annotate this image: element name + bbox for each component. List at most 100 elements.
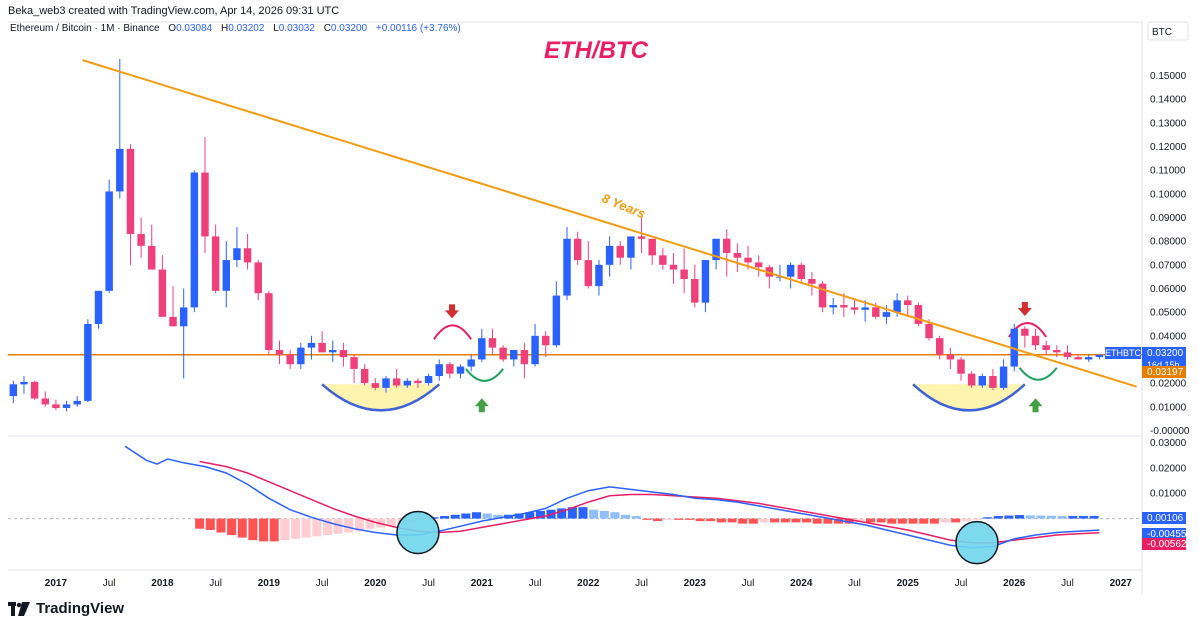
histogram-bar [802,518,812,523]
descending-trendline [82,59,1137,388]
histogram-bar [599,510,609,519]
histogram-bar [748,518,758,524]
candle-body [1021,328,1029,336]
candle-up [297,342,305,369]
candle-body [935,338,944,355]
macd-value-badges: 0.00106 -0.00455 -0.00562 [1142,512,1187,550]
price-tick-label: 0.11000 [1150,166,1186,177]
candle-body [541,335,550,346]
high-label: H [221,23,228,34]
candle-body [563,238,571,296]
candle-body [94,290,103,324]
tradingview-wordmark: TradingView [36,600,125,617]
close-label: C [324,23,331,34]
histogram-bar [557,508,567,519]
candle-body [126,148,135,235]
candle-body [222,260,231,291]
candle-body [52,404,60,408]
candle-down [659,248,667,270]
histogram-bar [663,518,673,520]
change-value: +0.00116 (+3.76%) [376,23,461,34]
chart-canvas[interactable]: Ethereum / Bitcoin · 1M · Binance O0.030… [0,0,1199,600]
signal-line [199,460,1100,544]
candle-down [754,255,763,277]
candle-body [914,305,923,324]
candle-down [765,264,774,289]
candle-up [605,236,614,277]
candle-body [616,245,624,258]
histogram-bar [652,518,663,522]
candle-body [158,269,167,317]
candle-up [510,349,518,367]
candle-body [371,383,380,388]
time-tick-label: 2019 [258,578,281,589]
macd-axis: 0.03000 0.02000 0.01000 [1150,438,1187,500]
candle-down [126,144,135,265]
histogram-bar [791,518,801,523]
histogram-bar [1036,515,1046,519]
candle-down [1053,345,1061,358]
macd-tick-label: 0.02000 [1150,463,1187,474]
candle-down [392,368,401,388]
histogram-bar [919,518,929,524]
candle-body [808,279,816,284]
currency-box[interactable] [1147,21,1189,41]
candle-up [73,396,81,407]
candle-body [967,373,976,386]
candle-body [73,400,81,405]
candle-down [573,231,582,265]
candle-body [691,279,699,303]
candle-up [478,328,486,362]
histogram-bar [1089,515,1099,519]
macd-tick-label: 0.01000 [1150,489,1187,500]
histogram-bar [780,518,790,523]
histogram-bar [929,518,939,524]
candle-up [627,236,635,270]
candle-body [829,305,837,308]
resistance-cap-arc [433,324,473,340]
candle-down [1031,328,1040,350]
candle-body [41,398,49,405]
candle-body [733,252,742,258]
histogram-bar [684,518,694,520]
candle-up [233,226,241,268]
last-price-badge: ETHBTC 0.03200 16d 15h 0.03197 [1105,347,1186,378]
histogram-bar [951,518,961,523]
histogram-bar [344,518,354,533]
candle-up [563,226,571,301]
candle-body [1095,354,1104,358]
level-value: 0.03197 [1147,367,1184,378]
candle-body [882,312,891,317]
histogram-bar [834,518,844,524]
histogram-bar [301,518,311,538]
histogram-bar [259,518,269,542]
pattern-drawings [321,301,1058,413]
candle-body [1010,328,1018,367]
candle-body [818,283,827,308]
candle-down [691,264,699,308]
candle-up [978,373,987,388]
candle-down [935,335,944,360]
histogram-bar [887,518,897,524]
tradingview-brand[interactable]: TradingView [8,600,124,617]
price-tick-label: 0.15000 [1150,71,1187,82]
macd-tick-label: 0.03000 [1150,438,1187,449]
time-tick-label: 2026 [1003,578,1026,589]
candle-up [9,380,18,404]
candle-up [179,288,188,379]
candle-up [531,323,539,367]
candlestick-series [9,58,1104,412]
histogram-bar [514,513,524,519]
candle-down [286,349,294,369]
histogram-bar [727,518,737,523]
time-axis: 2017 Jul 2018 Jul 2019 Jul 2020 Jul 2021 Jul 2022 J… [45,578,1132,589]
candle-body [754,262,763,268]
candle-down [616,241,624,265]
candle-body [573,238,582,261]
candle-up [712,238,720,270]
histogram-bar [855,518,865,523]
candle-body [872,307,880,317]
price-tick-label: 0.04000 [1150,331,1187,342]
time-tick-label: 2022 [577,578,600,589]
histogram-bar [865,518,876,523]
